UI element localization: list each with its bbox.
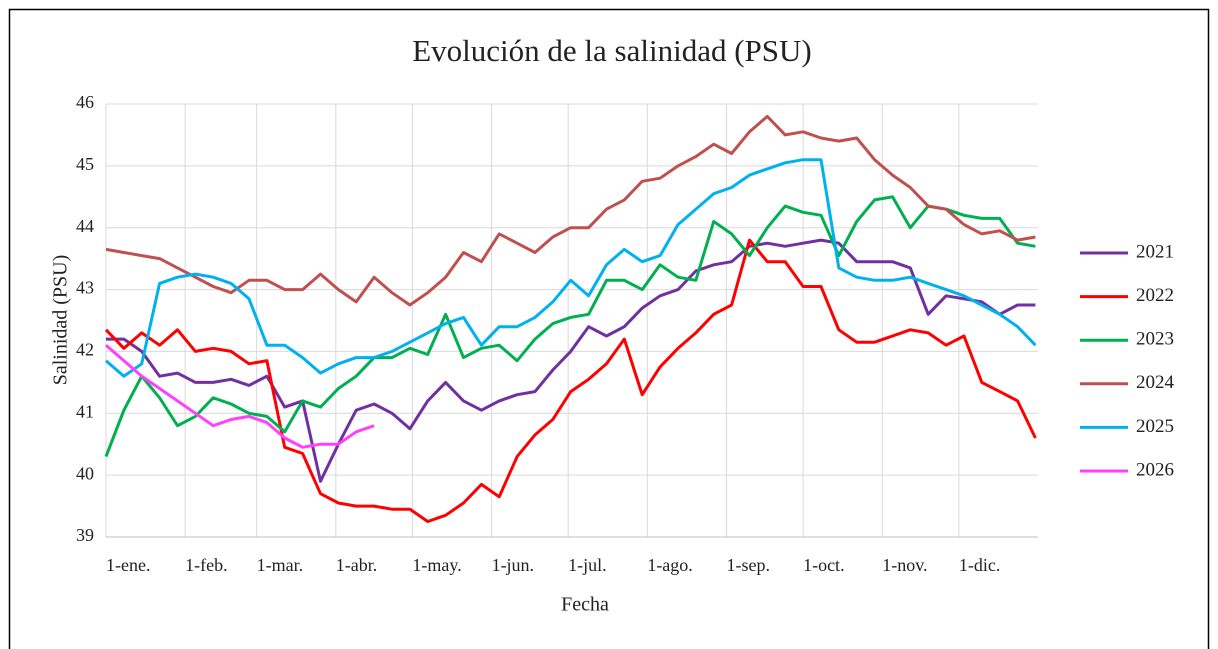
- x-tick-label: 1-jun.: [492, 555, 535, 575]
- y-tick-label: 39: [76, 525, 94, 545]
- y-tick-label: 43: [76, 278, 94, 298]
- x-tick-label: 1-may.: [412, 555, 461, 575]
- y-axis-title: Salinidad (PSU): [50, 255, 72, 386]
- y-tick-label: 40: [76, 463, 94, 483]
- x-tick-label: 1-sep.: [726, 555, 770, 575]
- y-tick-label: 42: [76, 340, 94, 360]
- y-tick-label: 41: [76, 401, 94, 421]
- series-line: [105, 158, 1037, 378]
- x-tick-label: 1-dic.: [959, 555, 1000, 575]
- x-tick-label: 1-abr.: [336, 555, 377, 575]
- legend-label: 2024: [1136, 372, 1175, 393]
- legend-label: 2025: [1136, 416, 1174, 437]
- series-line: [105, 114, 1036, 307]
- legend-label: 2026: [1136, 459, 1174, 480]
- x-tick-label: 1-nov.: [882, 555, 927, 575]
- legend-label: 2021: [1136, 241, 1174, 262]
- y-tick-label: 44: [76, 216, 94, 236]
- x-tick-label: 1-jul.: [568, 555, 607, 575]
- x-tick-label: 1-ago.: [647, 555, 692, 575]
- y-tick-label: 46: [76, 92, 94, 112]
- series-line: [104, 238, 1037, 523]
- chart-title: Evolución de la salinidad (PSU): [412, 33, 812, 68]
- series-line: [106, 238, 1036, 483]
- y-tick-label: 45: [76, 154, 94, 174]
- chart-border: [8, 8, 1210, 649]
- series-line: [104, 195, 1036, 458]
- x-tick-label: 1-ene.: [106, 555, 150, 575]
- legend-label: 2023: [1136, 329, 1174, 350]
- x-tick-label: 1-feb.: [185, 555, 227, 575]
- x-axis-title: Fecha: [561, 594, 609, 616]
- x-tick-label: 1-mar.: [257, 555, 304, 575]
- legend-label: 2022: [1136, 285, 1174, 306]
- x-tick-label: 1-oct.: [803, 555, 844, 575]
- series-line: [105, 344, 375, 449]
